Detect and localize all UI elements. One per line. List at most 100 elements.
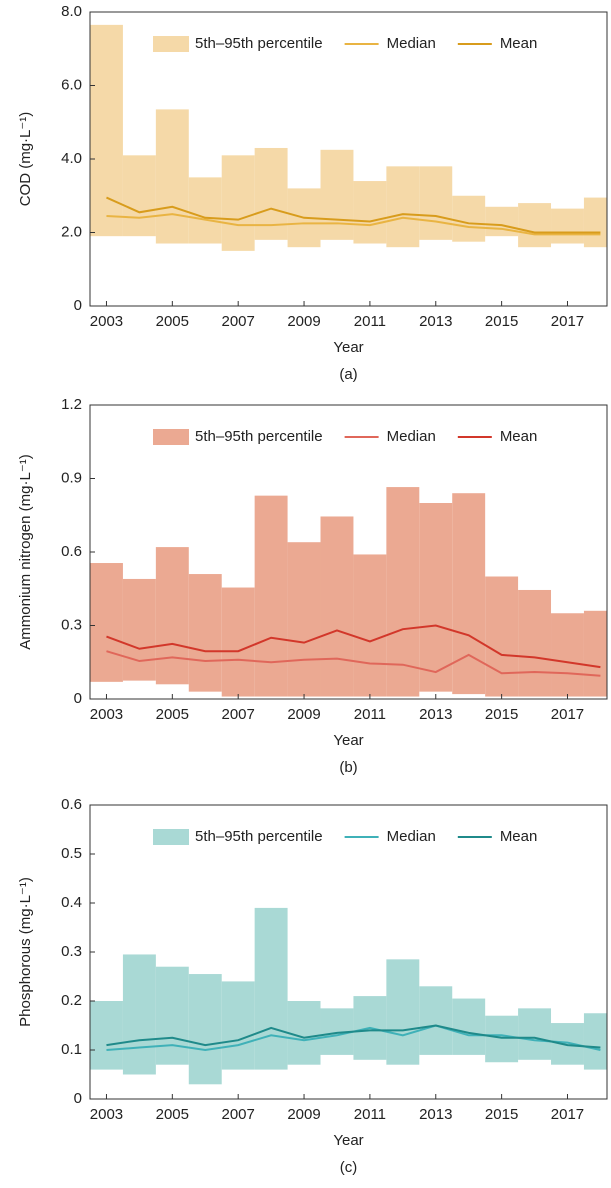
line-median bbox=[106, 213, 601, 236]
x-tick-label: 2011 bbox=[354, 1106, 386, 1123]
legend-label: Mean bbox=[500, 35, 538, 52]
x-tick-label: 2007 bbox=[221, 706, 254, 723]
percentile-band bbox=[419, 503, 453, 692]
legend-swatch bbox=[153, 829, 189, 845]
y-tick-label: 0 bbox=[74, 1090, 82, 1107]
y-tick-label: 0.6 bbox=[61, 543, 82, 560]
percentile-band bbox=[320, 516, 354, 697]
percentile-band bbox=[90, 24, 123, 237]
y-tick-label: 4.0 bbox=[61, 150, 82, 167]
percentile-band bbox=[419, 166, 453, 240]
y-tick-label: 0.5 bbox=[61, 845, 82, 862]
x-axis-label: Year bbox=[333, 1132, 363, 1149]
percentile-band bbox=[90, 563, 123, 682]
percentile-band bbox=[518, 203, 552, 248]
legend-label: Median bbox=[387, 428, 436, 445]
x-tick-label: 2009 bbox=[287, 1106, 320, 1123]
legend-swatch bbox=[153, 36, 189, 52]
x-tick-label: 2005 bbox=[156, 313, 189, 330]
x-tick-label: 2017 bbox=[551, 706, 584, 723]
percentile-band bbox=[155, 547, 189, 685]
y-tick-label: 8.0 bbox=[61, 3, 82, 20]
percentile-band bbox=[452, 998, 486, 1055]
percentile-band bbox=[452, 493, 486, 695]
caption: (a) bbox=[339, 366, 357, 383]
percentile-band bbox=[320, 149, 354, 240]
legend-label: Mean bbox=[500, 828, 538, 845]
x-tick-label: 2013 bbox=[419, 1106, 452, 1123]
y-tick-label: 0 bbox=[74, 690, 82, 707]
percentile-band bbox=[90, 1001, 123, 1070]
x-tick-label: 2015 bbox=[485, 1106, 518, 1123]
x-tick-label: 2007 bbox=[221, 313, 254, 330]
legend-label: 5th–95th percentile bbox=[195, 35, 323, 52]
percentile-band bbox=[485, 576, 519, 697]
caption: (c) bbox=[340, 1159, 358, 1176]
y-tick-label: 1.2 bbox=[61, 396, 82, 413]
y-axis-label: Ammonium nitrogen (mg·L⁻¹) bbox=[17, 454, 34, 649]
percentile-band bbox=[155, 109, 189, 244]
legend-label: Median bbox=[387, 35, 436, 52]
percentile-band bbox=[221, 155, 255, 251]
percentile-band bbox=[386, 166, 420, 248]
legend-label: 5th–95th percentile bbox=[195, 828, 323, 845]
y-tick-label: 2.0 bbox=[61, 223, 82, 240]
x-tick-label: 2017 bbox=[551, 313, 584, 330]
x-tick-label: 2003 bbox=[90, 1106, 123, 1123]
x-tick-label: 2009 bbox=[287, 706, 320, 723]
percentile-band bbox=[122, 155, 156, 237]
percentile-band bbox=[353, 181, 387, 244]
chart-panel: 0 0.1 0.2 0.3 0.4 0.5 0.6 2003 2005 2007 2009 2011 2… bbox=[17, 796, 608, 1176]
percentile-band bbox=[583, 1013, 607, 1070]
percentile-band bbox=[155, 966, 189, 1065]
line-median bbox=[106, 650, 601, 677]
y-tick-label: 0.3 bbox=[61, 616, 82, 633]
percentile-band bbox=[254, 907, 288, 1070]
percentile-band bbox=[221, 587, 255, 697]
percentile-band bbox=[551, 613, 584, 697]
percentile-band bbox=[254, 495, 288, 697]
caption: (b) bbox=[339, 759, 357, 776]
percentile-band bbox=[122, 954, 156, 1075]
y-tick-label: 0.6 bbox=[61, 796, 82, 813]
x-tick-label: 2017 bbox=[551, 1106, 584, 1123]
x-tick-label: 2015 bbox=[485, 313, 518, 330]
percentile-band bbox=[583, 197, 607, 248]
x-tick-label: 2005 bbox=[156, 1106, 189, 1123]
x-axis-label: Year bbox=[333, 339, 363, 356]
percentile-band bbox=[485, 1015, 519, 1063]
chart-panel: 0 2.0 4.0 6.0 8.0 2003 2005 2007 2009 2011 2013 201… bbox=[17, 3, 608, 383]
percentile-band bbox=[551, 1023, 584, 1065]
y-axis-label: COD (mg·L⁻¹) bbox=[17, 112, 34, 207]
x-tick-label: 2015 bbox=[485, 706, 518, 723]
percentile-band bbox=[386, 487, 420, 697]
legend-label: 5th–95th percentile bbox=[195, 428, 323, 445]
percentile-band bbox=[287, 542, 321, 697]
y-tick-label: 0.1 bbox=[61, 1041, 82, 1058]
percentile-band bbox=[287, 1001, 321, 1065]
percentile-band bbox=[518, 589, 552, 697]
line-mean bbox=[106, 624, 601, 669]
percentile-band bbox=[386, 959, 420, 1065]
percentile-band bbox=[583, 610, 607, 697]
y-tick-label: 0.9 bbox=[61, 469, 82, 486]
percentile-band bbox=[518, 1008, 552, 1060]
x-tick-label: 2013 bbox=[419, 706, 452, 723]
x-tick-label: 2011 bbox=[354, 706, 386, 723]
percentile-band bbox=[353, 554, 387, 697]
y-tick-label: 0 bbox=[74, 297, 82, 314]
percentile-band bbox=[452, 195, 486, 242]
percentile-band bbox=[188, 974, 222, 1085]
percentile-band bbox=[551, 208, 584, 244]
legend-label: Median bbox=[387, 828, 436, 845]
y-axis-label: Phosphorous (mg·L⁻¹) bbox=[17, 877, 34, 1027]
percentile-band bbox=[188, 574, 222, 692]
y-tick-label: 0.3 bbox=[61, 943, 82, 960]
x-tick-label: 2005 bbox=[156, 706, 189, 723]
line-mean bbox=[106, 196, 601, 234]
x-tick-label: 2007 bbox=[221, 1106, 254, 1123]
percentile-band bbox=[122, 578, 156, 681]
x-tick-label: 2013 bbox=[419, 313, 452, 330]
y-tick-label: 0.4 bbox=[61, 894, 82, 911]
